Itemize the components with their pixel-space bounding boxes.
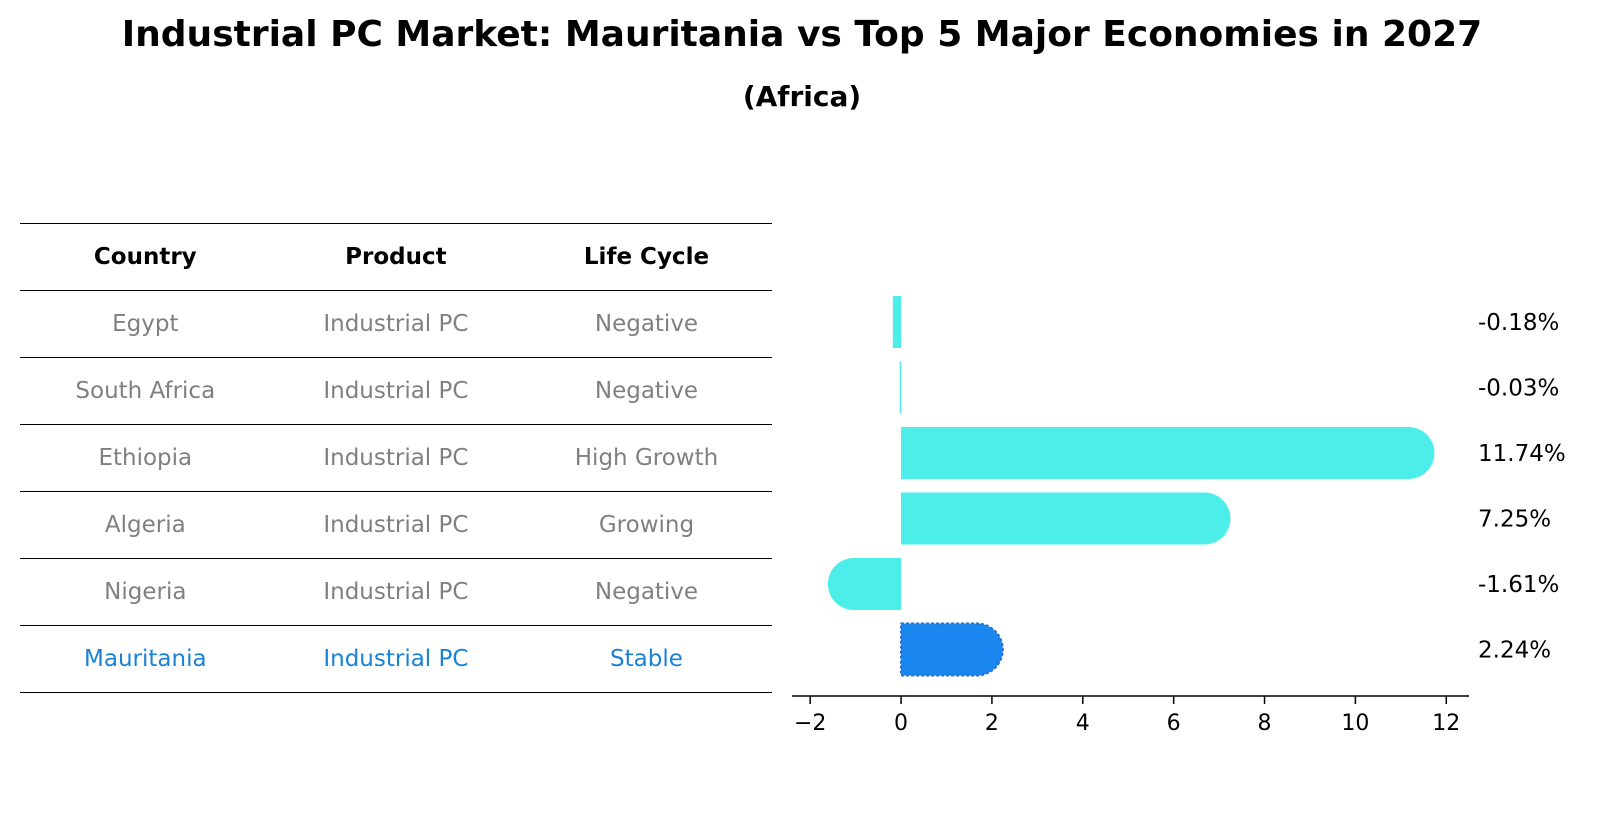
country-table: Country Product Life Cycle Egypt Industr…: [20, 223, 772, 693]
x-tick-label: 6: [1167, 711, 1181, 736]
product-cell: Industrial PC: [323, 579, 469, 605]
country-cell: South Africa: [75, 378, 216, 404]
life-cycle-cell: Negative: [594, 378, 699, 404]
bar-south-africa: [899, 361, 902, 414]
country-cell: Ethiopia: [98, 445, 193, 471]
product-cell: Industrial PC: [323, 445, 469, 471]
x-tick-label: 10: [1341, 711, 1369, 736]
country-cell: Egypt: [112, 311, 179, 337]
header-life-cycle: Life Cycle: [583, 244, 710, 270]
bar-egypt: [892, 296, 902, 348]
life-cycle-cell: Negative: [594, 311, 699, 337]
product-cell: Industrial PC: [323, 378, 469, 404]
table-row: Ethiopia Industrial PC High Growth: [20, 425, 772, 492]
table-row: Egypt Industrial PC Negative: [20, 291, 772, 358]
product-cell: Industrial PC: [323, 512, 469, 538]
x-tick-label: 8: [1258, 711, 1272, 736]
table-row: Algeria Industrial PC Growing: [20, 492, 772, 559]
value-label: 2.24%: [1478, 638, 1551, 664]
life-cycle-cell: Growing: [598, 512, 695, 538]
table-row-highlight: Mauritania Industrial PC Stable: [20, 626, 772, 693]
product-cell: Industrial PC: [323, 646, 469, 672]
table-row: Nigeria Industrial PC Negative: [20, 559, 772, 626]
value-label: 11.74%: [1478, 441, 1566, 467]
life-cycle-cell: High Growth: [574, 445, 719, 471]
value-label: -1.61%: [1478, 572, 1559, 598]
country-cell: Mauritania: [84, 646, 207, 672]
chart-subtitle: (Africa): [742, 80, 862, 113]
product-cell: Industrial PC: [323, 311, 469, 337]
life-cycle-cell: Negative: [594, 579, 699, 605]
x-tick-label: 2: [985, 711, 999, 736]
x-tick-label: 0: [894, 711, 908, 736]
chart-title: Industrial PC Market: Mauritania vs Top …: [121, 14, 1483, 55]
value-label: -0.03%: [1478, 376, 1559, 402]
bar-algeria: [901, 492, 1231, 545]
header-product: Product: [345, 244, 447, 270]
table-row: South Africa Industrial PC Negative: [20, 358, 772, 425]
country-cell: Algeria: [104, 512, 186, 538]
life-cycle-cell: Stable: [610, 646, 683, 672]
table-header-row: Country Product Life Cycle: [20, 224, 772, 291]
bar-ethiopia: [901, 427, 1435, 479]
x-tick-label: 4: [1076, 711, 1090, 736]
x-tick-label: 12: [1432, 711, 1460, 736]
bar-mauritania: [900, 622, 1004, 677]
value-label: 7.25%: [1478, 507, 1551, 533]
value-label: -0.18%: [1478, 310, 1559, 336]
header-country: Country: [93, 244, 197, 270]
country-cell: Nigeria: [104, 579, 187, 605]
x-tick-label: −2: [794, 711, 826, 736]
bar-nigeria: [827, 558, 902, 610]
